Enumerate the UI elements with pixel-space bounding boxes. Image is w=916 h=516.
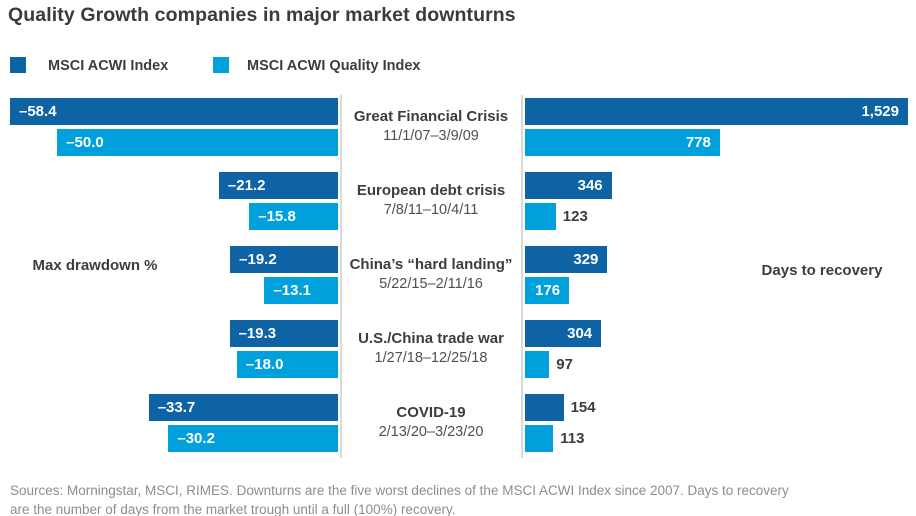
source-note-line1: Sources: Morningstar, MSCI, RIMES. Downt… [10, 483, 789, 498]
drawdown-value-label: –50.0 [66, 134, 104, 151]
drawdown-value-label: –19.3 [238, 325, 277, 342]
recovery-value-label: 329 [573, 251, 599, 268]
drawdown-value-label: –30.2 [177, 430, 215, 447]
recovery-value-label: 346 [577, 177, 603, 194]
event-name: European debt crisis [356, 182, 506, 199]
event-name: China’s “hard landing” [349, 256, 513, 273]
drawdown-value-label: –18.0 [245, 356, 284, 373]
recovery-bar-acwi [525, 394, 564, 421]
drawdown-bar-quality: –13.1 [264, 277, 338, 304]
drawdown-bar-quality: –30.2 [168, 425, 338, 452]
legend-label-quality-index: MSCI ACWI Quality Index [247, 58, 421, 74]
drawdown-bar-acwi: –19.2 [230, 246, 338, 273]
recovery-bar-quality [525, 351, 550, 378]
event-name: U.S./China trade war [358, 330, 504, 347]
recovery-bar-quality: 176 [525, 277, 570, 304]
event-name: Great Financial Crisis [353, 108, 509, 125]
event-label: Great Financial Crisis 11/1/07–3/9/09 [342, 107, 520, 146]
drawdown-value-label: –58.4 [19, 103, 57, 120]
event-label: U.S./China trade war 1/27/18–12/25/18 [342, 329, 520, 368]
left-panel-axis-line [340, 95, 342, 458]
recovery-value-label: 304 [567, 325, 593, 342]
recovery-bar-acwi: 329 [525, 246, 608, 273]
event-dates: 11/1/07–3/9/09 [383, 128, 479, 144]
legend-swatch-quality-index [213, 57, 229, 73]
recovery-bar-acwi: 1,529 [525, 98, 908, 125]
drawdown-bar-acwi: –19.3 [229, 320, 338, 347]
drawdown-value-label: –21.2 [227, 177, 266, 194]
drawdown-bar-acwi: –33.7 [148, 394, 338, 421]
drawdown-bar-quality: –18.0 [236, 351, 338, 378]
event-dates: 5/22/15–2/11/16 [379, 276, 483, 292]
recovery-value-label: 123 [562, 208, 588, 225]
event-label: China’s “hard landing” 5/22/15–2/11/16 [342, 255, 520, 294]
event-dates: 1/27/18–12/25/18 [374, 350, 488, 366]
recovery-bar-acwi: 346 [525, 172, 612, 199]
left-axis-label: Max drawdown % [32, 257, 158, 274]
drawdown-bar-acwi: –21.2 [218, 172, 338, 199]
recovery-value-label: 113 [560, 430, 585, 447]
drawdown-bar-acwi: –58.4 [10, 98, 338, 125]
event-dates: 7/8/11–10/4/11 [383, 202, 479, 218]
recovery-bar-quality [525, 203, 556, 230]
legend-label-acwi-index: MSCI ACWI Index [48, 58, 169, 74]
recovery-bar-quality [525, 425, 554, 452]
legend-swatch-acwi-index [10, 57, 26, 73]
recovery-value-label: 778 [685, 134, 711, 151]
source-note-line2: are the number of days from the market t… [10, 502, 456, 516]
drawdown-value-label: –13.1 [273, 282, 311, 299]
event-label: European debt crisis 7/8/11–10/4/11 [342, 181, 520, 220]
right-panel-axis-line [521, 95, 523, 458]
recovery-value-label: 176 [535, 282, 561, 299]
event-name: COVID-19 [396, 404, 466, 421]
recovery-value-label: 1,529 [861, 103, 899, 120]
event-label: COVID-19 2/13/20–3/23/20 [342, 403, 520, 442]
drawdown-bar-quality: –15.8 [249, 203, 338, 230]
event-dates: 2/13/20–3/23/20 [378, 424, 484, 440]
recovery-bar-quality: 778 [525, 129, 720, 156]
right-axis-label: Days to recovery [761, 262, 883, 279]
drawdown-value-label: –33.7 [157, 399, 196, 416]
recovery-value-label: 154 [570, 399, 596, 416]
source-note: Sources: Morningstar, MSCI, RIMES. Downt… [10, 481, 900, 516]
recovery-value-label: 97 [556, 356, 573, 373]
chart-title: Quality Growth companies in major market… [8, 4, 516, 26]
recovery-bar-acwi: 304 [525, 320, 602, 347]
drawdown-value-label: –15.8 [258, 208, 296, 225]
drawdown-value-label: –19.2 [239, 251, 277, 268]
drawdown-bar-quality: –50.0 [57, 129, 338, 156]
